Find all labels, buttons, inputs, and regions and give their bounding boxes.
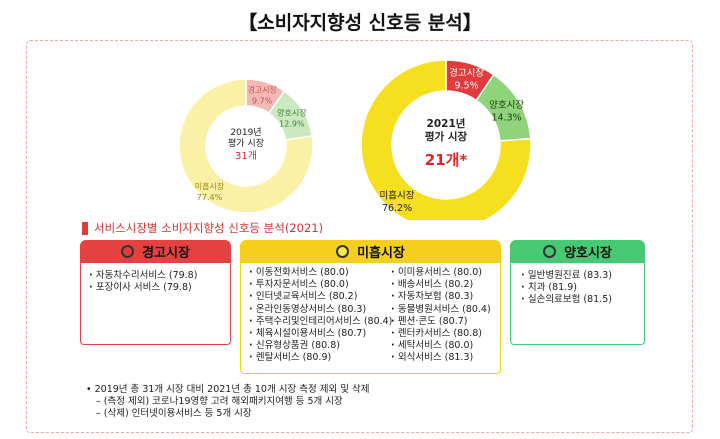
content-frame [26, 40, 693, 433]
panel-warning-body: 자동차수리서비스 (79.8)포장이사 서비스 (79.8) [80, 263, 231, 345]
market-item: 외식서비스 (81.3) [391, 352, 491, 364]
panel-warning-markets: 경고시장 자동차수리서비스 (79.8)포장이사 서비스 (79.8) [80, 240, 231, 345]
market-item: 자동차보험 (80.3) [391, 291, 491, 303]
panel-good-body: 일반병원진료 (83.3)치과 (81.9)실손의료보험 (81.5) [510, 263, 645, 345]
panel-warning-title: 경고시장 [142, 246, 190, 261]
slice-value-label: 76.2% [382, 203, 412, 214]
panel-insufficient-markets: 미흡시장 이동전화서비스 (80.0)투자자문서비스 (80.0)인터넷교육서비… [240, 240, 501, 374]
market-item: 배송서비스 (80.2) [391, 279, 491, 291]
market-item: 포장이사 서비스 (79.8) [89, 282, 197, 294]
slice-value-label: 9.7% [252, 96, 273, 105]
slice-value-label: 12.9% [279, 119, 305, 128]
center-count: 31개 [235, 150, 257, 162]
market-item: 온라인동영상서비스 (80.3) [249, 304, 392, 316]
slice-value-label: 77.4% [197, 193, 223, 202]
panel-good-title: 양호시장 [564, 246, 612, 261]
panel-insufficient-title: 미흡시장 [357, 246, 405, 261]
footnotes: • 2019년 총 31개 시장 대비 2021년 총 10개 시장 측정 제외… [86, 384, 369, 420]
donut-center [393, 92, 499, 198]
good-market-list: 일반병원진료 (83.3)치과 (81.9)실손의료보험 (81.5) [521, 270, 612, 307]
center-title-text: 평가 시장 [228, 138, 264, 149]
slice-value-label: 14.3% [491, 112, 521, 123]
panel-warning-header: 경고시장 [80, 240, 231, 263]
yellow-light-icon [336, 245, 350, 258]
footnote-line: • 2019년 총 31개 시장 대비 2021년 총 10개 시장 측정 제외… [86, 384, 370, 395]
warning-market-list: 자동차수리서비스 (79.8)포장이사 서비스 (79.8) [89, 270, 198, 294]
market-item: 렌탈서비스 (80.9) [249, 352, 392, 364]
market-item: 세탁서비스 (80.0) [391, 340, 491, 352]
market-item: 투자자문서비스 (80.0) [249, 279, 392, 291]
market-item: 이동전화서비스 (80.0) [249, 267, 392, 279]
footnote-line: – (삭제) 인터넷이용서비스 등 5개 시장 [96, 408, 252, 419]
panel-insufficient-body: 이동전화서비스 (80.0)투자자문서비스 (80.0)인터넷교육서비스 (80… [240, 263, 501, 374]
market-item: 이미용서비스 (80.0) [391, 267, 491, 279]
center-count: 21개* [425, 151, 468, 169]
slice-value-label: 9.5% [455, 81, 479, 92]
center-title-year: 2021년 [427, 117, 466, 130]
slice-label: 경고시장 [247, 84, 277, 94]
section-marker [82, 222, 88, 235]
panel-good-header: 양호시장 [510, 240, 645, 263]
footnote-line: – (측정 제외) 코로나19영향 고려 해외패키지여행 등 5개 시장 [96, 396, 343, 407]
market-item: 실손의료보험 (81.5) [521, 294, 612, 306]
green-light-icon [543, 245, 557, 258]
market-item: 렌터카서비스 (80.8) [391, 328, 491, 340]
donut-slice [360, 59, 532, 220]
center-title-year: 2019년 [230, 127, 261, 138]
market-item: 일반병원진료 (83.3) [521, 270, 612, 282]
donut-slice [178, 78, 314, 214]
market-item: 치과 (81.9) [521, 282, 612, 294]
section-title: 서비스시장별 소비자지향성 신호등 분석(2021) [94, 221, 324, 235]
market-item: 동물병원서비스 (80.4) [391, 304, 491, 316]
panel-good-markets: 양호시장 일반병원진료 (83.3)치과 (81.9)실손의료보험 (81.5) [510, 240, 645, 345]
slice-label: 미흡시장 [195, 181, 225, 191]
insufficient-market-list-right: 이미용서비스 (80.0)배송서비스 (80.2)자동차보험 (80.3)동물병… [391, 267, 491, 365]
market-item: 체육시설이용서비스 (80.7) [249, 328, 392, 340]
donut-center [207, 107, 285, 185]
insufficient-market-list-left: 이동전화서비스 (80.0)투자자문서비스 (80.0)인터넷교육서비스 (80… [249, 267, 392, 365]
panel-insufficient-header: 미흡시장 [240, 240, 501, 263]
slice-label: 양호시장 [277, 107, 307, 117]
market-item: 펜션·콘도 (80.7) [391, 316, 491, 328]
slice-label: 경고시장 [449, 67, 484, 79]
market-item: 주택수리및인테리어서비스 (80.4) [249, 316, 392, 328]
center-title-text: 평가 시장 [425, 130, 468, 143]
market-item: 자동차수리서비스 (79.8) [89, 270, 198, 282]
red-light-icon [121, 245, 135, 258]
slice-label: 미흡시장 [380, 189, 415, 201]
page-title: 【소비자지향성 신호등 분석】 [238, 12, 482, 34]
slice-label: 양호시장 [489, 100, 524, 111]
market-item: 인터넷교육서비스 (80.2) [249, 291, 392, 303]
market-item: 신유형상품권 (80.8) [249, 340, 392, 352]
